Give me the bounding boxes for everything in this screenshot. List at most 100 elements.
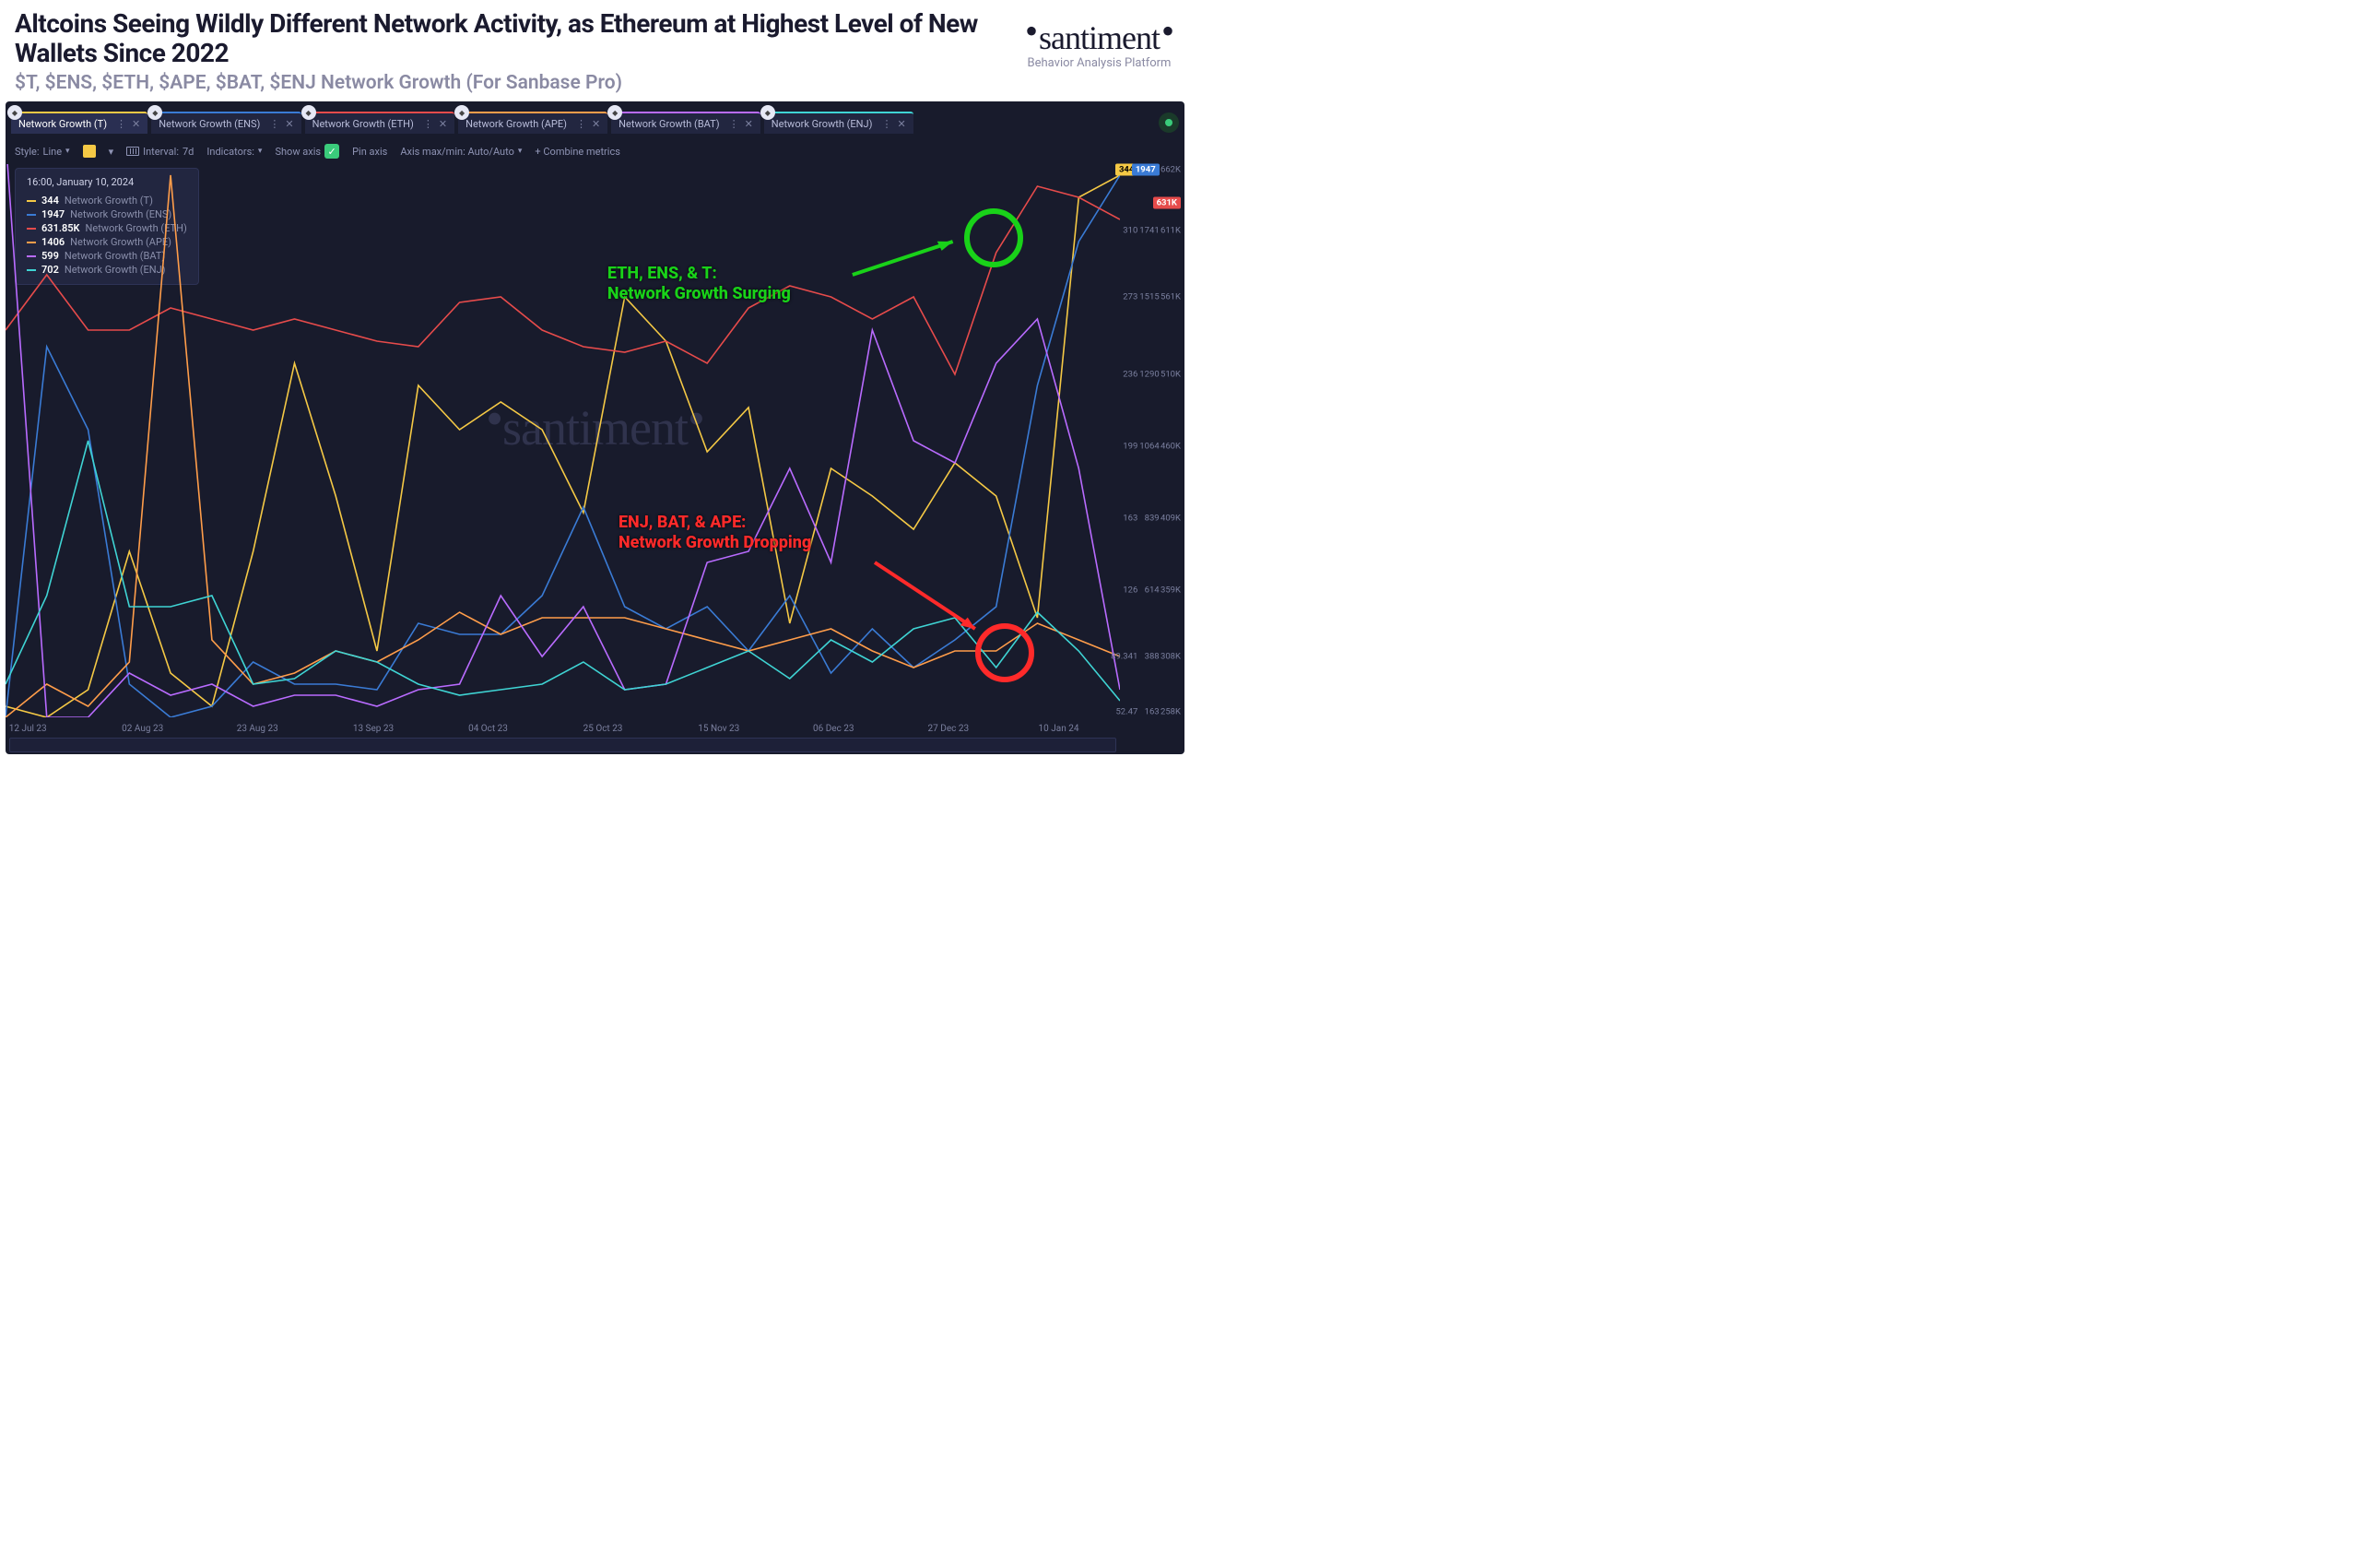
y-tick: 388 (1145, 652, 1160, 662)
chevron-down-icon: ▾ (65, 147, 70, 156)
chevron-down-icon: ▾ (109, 146, 114, 158)
minimap[interactable] (9, 738, 1116, 752)
y-tick: 510K (1161, 370, 1181, 380)
x-tick: 10 Jan 24 (1039, 724, 1079, 734)
y-tick: 258K (1161, 707, 1181, 717)
show-axis-toggle[interactable]: Show axis ✓ (275, 144, 339, 159)
metric-tab[interactable]: Network Growth (T) ⋮ ✕ (11, 112, 147, 134)
close-icon[interactable]: ✕ (132, 118, 140, 130)
more-icon[interactable]: ⋮ (265, 118, 279, 130)
x-tick: 15 Nov 23 (698, 724, 739, 734)
page-subtitle: $T, $ENS, $ETH, $APE, $BAT, $ENJ Network… (15, 72, 1005, 94)
close-icon[interactable]: ✕ (285, 118, 293, 130)
indicators-select[interactable]: Indicators: ▾ (206, 146, 262, 158)
metric-tabs: Network Growth (T)⋮✕Network Growth (ENS)… (6, 101, 1184, 138)
tab-label: Network Growth (ETH) (312, 118, 414, 130)
chart-panel: Network Growth (T)⋮✕Network Growth (ENS)… (6, 101, 1184, 754)
chevron-down-icon: ▾ (258, 147, 263, 156)
more-icon[interactable]: ⋮ (725, 118, 739, 130)
metric-tab[interactable]: Network Growth (ENJ) ⋮ ✕ (764, 112, 913, 134)
x-tick: 06 Dec 23 (813, 724, 854, 734)
x-tick: 23 Aug 23 (237, 724, 278, 734)
y-axis-col: 631K662K611K561K510K460K409K359K308K258K (1163, 164, 1184, 717)
combine-metrics-button[interactable]: + Combine metrics (535, 146, 619, 158)
brand-tag: Behavior Analysis Platform (1023, 56, 1175, 70)
tab-label: Network Growth (T) (18, 118, 107, 130)
x-tick: 12 Jul 23 (9, 724, 47, 734)
y-axis-col: 34431027323619916312689.34152.47 (1120, 164, 1141, 717)
y-tick: 662K (1161, 165, 1181, 175)
x-tick: 04 Oct 23 (468, 724, 508, 734)
axis-highlight: 631K (1153, 197, 1181, 209)
metric-tab[interactable]: Network Growth (BAT) ⋮ ✕ (611, 112, 760, 134)
plot-area[interactable]: ETH, ENS, & T: Network Growth Surging EN… (6, 164, 1120, 717)
close-icon[interactable]: ✕ (897, 118, 905, 130)
header-left: Altcoins Seeing Wildly Different Network… (15, 9, 1005, 94)
y-tick: 163 (1123, 514, 1137, 524)
more-icon[interactable]: ⋮ (112, 118, 126, 130)
tab-label: Network Growth (ENJ) (772, 118, 873, 130)
x-tick: 25 Oct 23 (583, 724, 623, 734)
axis-highlight: 1947 (1132, 164, 1160, 176)
status-indicator[interactable] (1159, 112, 1179, 133)
close-icon[interactable]: ✕ (592, 118, 600, 130)
tab-badge-icon (301, 105, 316, 120)
y-tick: 1290 (1139, 370, 1159, 380)
y-tick: 839 (1145, 514, 1160, 524)
ring-surge (964, 208, 1023, 267)
pin-axis-toggle[interactable]: Pin axis (352, 146, 387, 158)
more-icon[interactable]: ⋮ (419, 118, 433, 130)
series-line-ENJ (6, 441, 1120, 701)
metric-tab[interactable]: Network Growth (ETH) ⋮ ✕ (305, 112, 454, 134)
x-tick: 13 Sep 23 (353, 724, 394, 734)
y-tick: 89.341 (1111, 652, 1137, 662)
more-icon[interactable]: ⋮ (878, 118, 891, 130)
brand-logo: •santiment• (1023, 15, 1175, 58)
chevron-down-icon: ▾ (518, 147, 523, 156)
page-title: Altcoins Seeing Wildly Different Network… (15, 9, 1005, 68)
axis-minmax-select[interactable]: Axis max/min: Auto/Auto ▾ (400, 146, 522, 158)
y-tick: 126 (1123, 585, 1137, 596)
y-tick: 199 (1123, 442, 1137, 452)
ring-drop (975, 623, 1034, 682)
y-tick: 163 (1145, 707, 1160, 717)
brand: •santiment• Behavior Analysis Platform (1023, 9, 1175, 70)
y-tick: 273 (1123, 292, 1137, 302)
close-icon[interactable]: ✕ (439, 118, 447, 130)
tab-label: Network Growth (APE) (465, 118, 567, 130)
y-tick: 359K (1161, 585, 1181, 596)
metric-tab[interactable]: Network Growth (ENS) ⋮ ✕ (151, 112, 300, 134)
series-line-BAT (6, 164, 1120, 717)
y-tick: 236 (1123, 370, 1137, 380)
x-axis: 12 Jul 23 02 Aug 23 23 Aug 23 13 Sep 23 04 O… (6, 717, 1120, 754)
y-tick: 310 (1123, 226, 1137, 236)
y-tick: 1515 (1139, 292, 1159, 302)
x-tick: 02 Aug 23 (122, 724, 163, 734)
more-icon[interactable]: ⋮ (572, 118, 586, 130)
y-tick: 611K (1161, 226, 1181, 236)
y-tick: 409K (1161, 514, 1181, 524)
y-tick: 614 (1145, 585, 1160, 596)
annotation-drop: ENJ, BAT, & APE: Network Growth Dropping (619, 513, 811, 552)
y-tick: 52.47 (1115, 707, 1137, 717)
header: Altcoins Seeing Wildly Different Network… (0, 0, 1190, 101)
tab-label: Network Growth (ENS) (159, 118, 260, 130)
interval-select[interactable]: Interval: 7d (126, 146, 194, 158)
check-icon: ✓ (324, 144, 339, 159)
y-tick: 308K (1161, 652, 1181, 662)
y-tick: 561K (1161, 292, 1181, 302)
metric-tab[interactable]: Network Growth (APE) ⋮ ✕ (458, 112, 607, 134)
y-axes: 34431027323619916312689.34152.4719471741… (1120, 164, 1184, 717)
series-line-ENS (6, 175, 1120, 717)
annotation-surge: ETH, ENS, & T: Network Growth Surging (607, 264, 791, 303)
series-line-APE (6, 175, 1120, 717)
style-select[interactable]: Style: Line ▾ (15, 146, 70, 158)
color-swatch[interactable] (83, 145, 96, 158)
y-tick: 1064 (1139, 442, 1159, 452)
y-tick: 1741 (1139, 226, 1159, 236)
close-icon[interactable]: ✕ (745, 118, 753, 130)
x-tick: 27 Dec 23 (928, 724, 970, 734)
series-line-T (6, 175, 1120, 717)
series-line-ETH (6, 186, 1120, 374)
tab-label: Network Growth (BAT) (619, 118, 719, 130)
